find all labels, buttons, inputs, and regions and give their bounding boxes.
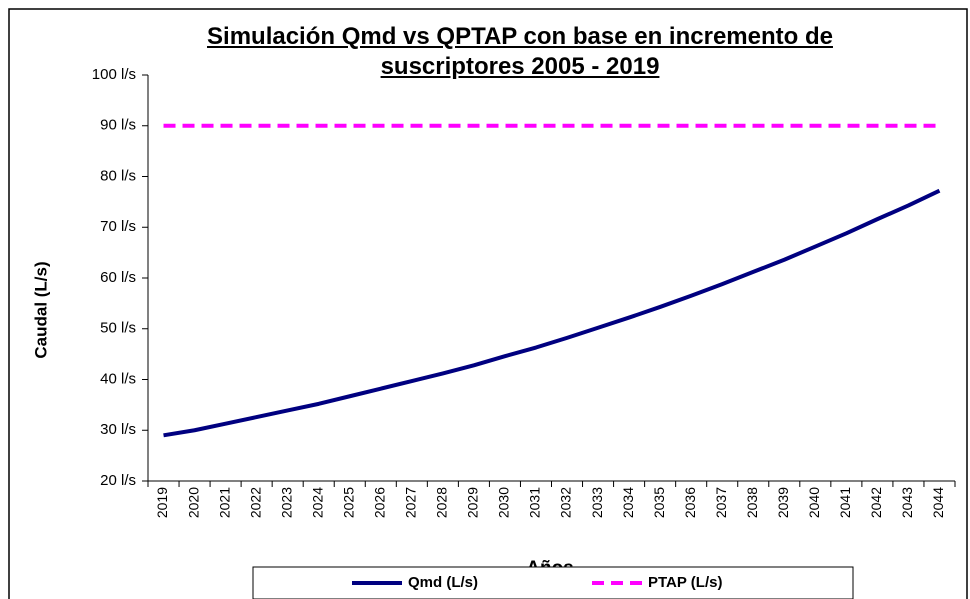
x-tick-label: 2037	[713, 487, 729, 518]
x-tick-label: 2019	[154, 487, 170, 518]
y-axis-label: Caudal (L/s)	[31, 261, 50, 358]
x-tick-label: 2041	[837, 487, 853, 518]
x-tick-label: 2040	[806, 487, 822, 518]
y-tick-label: 30 l/s	[100, 421, 136, 438]
y-tick-label: 90 l/s	[100, 117, 136, 134]
y-tick-label: 100 l/s	[92, 66, 136, 83]
x-tick-label: 2028	[434, 487, 450, 518]
x-tick-label: 2020	[185, 487, 201, 518]
chart-title: Simulación Qmd vs QPTAP con base en incr…	[207, 23, 833, 80]
y-tick-label: 50 l/s	[100, 320, 136, 337]
y-tick-label: 80 l/s	[100, 167, 136, 184]
x-tick-label: 2021	[216, 487, 232, 518]
x-tick-label: 2032	[558, 487, 574, 518]
x-tick-label: 2034	[620, 487, 636, 518]
x-tick-label: 2023	[278, 487, 294, 518]
series-line	[163, 188, 941, 438]
y-tick-label: 70 l/s	[100, 218, 136, 235]
x-tick-label: 2043	[899, 487, 915, 518]
x-tick-label: 2036	[682, 487, 698, 518]
x-tick-label: 2030	[496, 487, 512, 518]
legend-box	[252, 566, 854, 599]
y-tick-label: 40 l/s	[100, 370, 136, 387]
y-tick-label: 20 l/s	[100, 472, 136, 489]
x-tick-label: 2035	[651, 487, 667, 518]
y-tick-label: 60 l/s	[100, 269, 136, 286]
x-tick-label: 2029	[465, 487, 481, 518]
chart-border	[8, 8, 968, 599]
x-tick-label: 2027	[403, 487, 419, 518]
x-tick-label: 2031	[527, 487, 543, 518]
x-tick-label: 2044	[930, 487, 946, 518]
x-tick-label: 2042	[868, 487, 884, 518]
x-tick-label: 2025	[340, 487, 356, 518]
x-tick-label: 2022	[247, 487, 263, 518]
x-tick-label: 2026	[371, 487, 387, 518]
x-tick-label: 2038	[744, 487, 760, 518]
x-tick-label: 2033	[589, 487, 605, 518]
x-tick-label: 2039	[775, 487, 791, 518]
x-tick-label: 2024	[309, 487, 325, 518]
legend-label: PTAP (L/s)	[648, 574, 722, 591]
legend-label: Qmd (L/s)	[408, 574, 478, 591]
